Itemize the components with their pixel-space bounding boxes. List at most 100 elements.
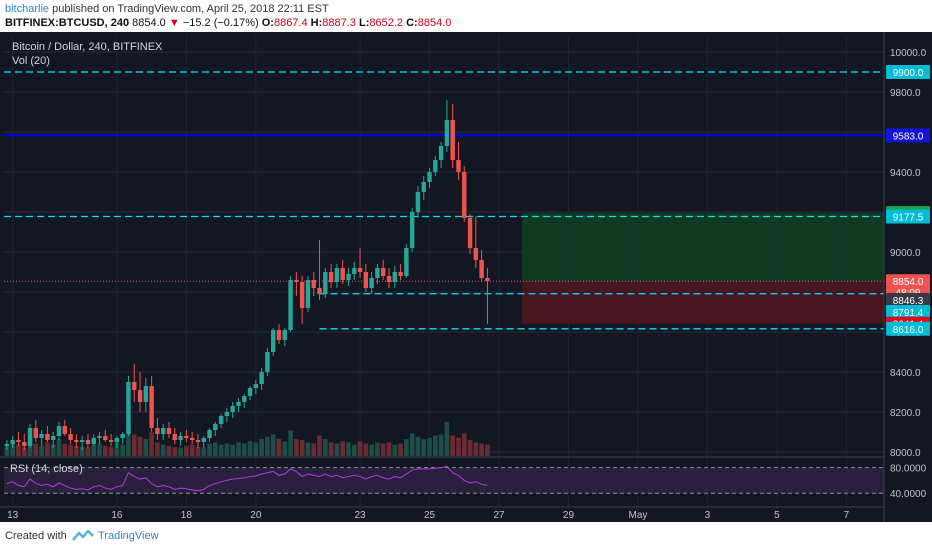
candle-body (363, 272, 369, 288)
candle-body (103, 436, 108, 440)
volume-bar (305, 442, 311, 456)
volume-bar (10, 441, 15, 456)
candle-body (311, 280, 316, 288)
volume-bar (39, 445, 44, 456)
volume-legend: Vol (20) (12, 55, 50, 67)
candle-body (444, 120, 450, 146)
candle-body (4, 444, 10, 446)
volume-bar (276, 439, 282, 456)
volume-bar (166, 445, 172, 456)
volume-bar (50, 444, 56, 456)
candle-body (427, 172, 432, 182)
volume-bar (363, 443, 369, 456)
volume-bar (375, 442, 380, 456)
price-tag (886, 321, 930, 336)
volume-bar (184, 445, 189, 456)
x-tick-label: May (628, 510, 647, 521)
created-with-text: Created with (5, 530, 67, 542)
candle-body (294, 280, 299, 282)
candle-body (97, 436, 102, 438)
volume-bar (421, 439, 427, 456)
candle-body (33, 428, 39, 438)
volume-bar (461, 433, 467, 456)
volume-bar (386, 442, 392, 456)
candle-body (340, 268, 345, 280)
x-tick-label: 27 (493, 510, 505, 521)
candle-body (143, 386, 149, 402)
y-tick-label: 9800.0 (890, 88, 921, 99)
candle-body (473, 248, 479, 260)
candle-body (137, 390, 143, 402)
volume-bar (398, 443, 403, 456)
price-tag-label: 9177.5 (893, 213, 924, 224)
candle-body (299, 282, 305, 308)
volume-bar (265, 436, 270, 456)
candle-body (230, 406, 235, 412)
x-tick-label: 29 (563, 510, 575, 521)
candle-body (161, 428, 166, 434)
price-tag-label: 9900.0 (893, 68, 924, 79)
volume-bar (189, 444, 195, 456)
high-value: 8887.3 (322, 17, 356, 29)
y-tick-label: 9000.0 (890, 248, 921, 259)
candle-body (369, 278, 374, 288)
candle-body (467, 218, 473, 248)
tradingview-link[interactable]: TradingView (98, 530, 159, 542)
candle-body (10, 440, 15, 444)
y-tick-label: 8200.0 (890, 408, 921, 419)
y-tick-label: 8400.0 (890, 368, 921, 379)
candle-body (236, 402, 241, 406)
volume-bar (334, 443, 340, 456)
candle-body (375, 268, 380, 278)
candle-body (120, 434, 125, 438)
candle-body (462, 172, 467, 218)
volume-bar (68, 444, 73, 456)
close-label: C: (406, 17, 418, 29)
change-value: −15.2 (−0.17%) (182, 17, 259, 29)
volume-bar (346, 442, 351, 456)
volume-bar (4, 445, 10, 456)
candle-body (323, 272, 328, 294)
candle-body (126, 382, 131, 434)
volume-bar (149, 432, 154, 456)
candle-body (178, 436, 183, 440)
volume-bar (259, 439, 264, 456)
candle-body (114, 438, 120, 442)
profit-zone (522, 213, 884, 282)
author-link[interactable]: bitcharlie (5, 3, 50, 15)
candle-body (386, 276, 392, 282)
volume-bar (450, 435, 455, 456)
published-text: published on TradingView.com, April 25, … (52, 3, 329, 15)
candle-body (456, 160, 461, 172)
volume-bar (427, 437, 432, 456)
price-chart[interactable]: 10000.09800.09600.09400.09200.09000.0880… (0, 32, 932, 522)
volume-bar (433, 435, 438, 456)
volume-bar (172, 446, 178, 456)
publish-header: bitcharlie published on TradingView.com,… (0, 0, 932, 32)
candle-body (184, 436, 189, 438)
candle-body (479, 260, 484, 278)
candle-body (79, 440, 85, 442)
y-tick-label: 8000.0 (890, 448, 921, 459)
candle-body (404, 248, 409, 276)
volume-bar (409, 433, 415, 456)
volume-bar (467, 440, 473, 456)
candle-body (328, 272, 334, 282)
price-tag-label: 9583.0 (893, 131, 924, 142)
candle-body (74, 440, 79, 442)
volume-bar (282, 441, 288, 456)
chart-area[interactable]: 10000.09800.09600.09400.09200.09000.0880… (0, 32, 932, 522)
volume-bar (33, 443, 39, 456)
candle-body (16, 440, 21, 442)
candle-body (62, 426, 67, 434)
candle-body (247, 388, 253, 396)
volume-bar (479, 443, 484, 456)
price-tag (886, 65, 930, 79)
volume-bar (444, 422, 450, 456)
footer: Created with TradingView (0, 522, 932, 550)
candle-body (450, 120, 455, 160)
volume-bar (85, 447, 91, 456)
volume-bar (456, 437, 461, 456)
volume-bar (143, 439, 149, 456)
candle-body (51, 436, 56, 440)
